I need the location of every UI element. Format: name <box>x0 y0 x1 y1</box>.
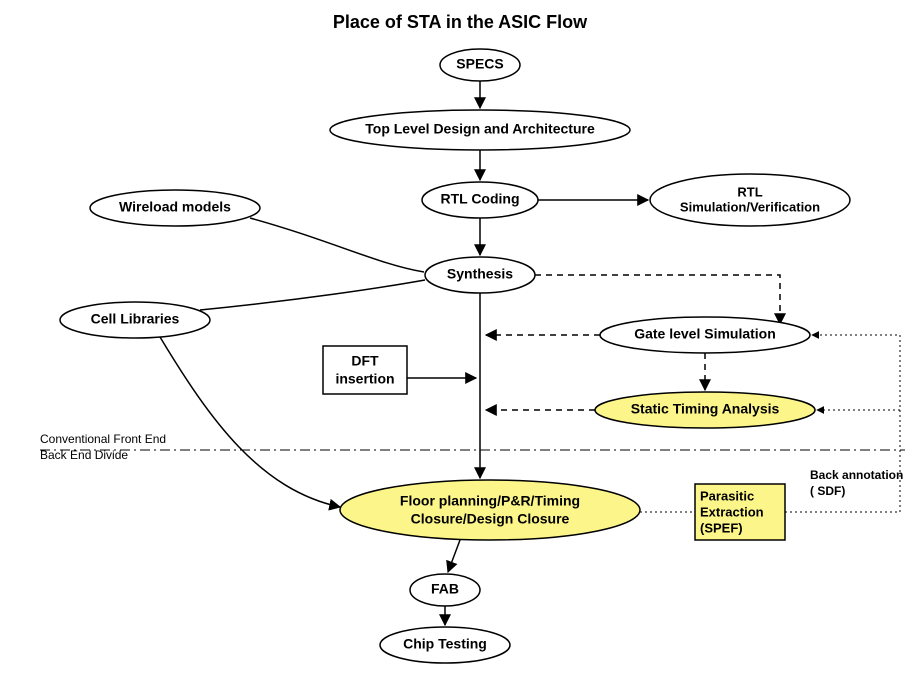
edge-floorplan-fab <box>448 540 460 572</box>
node-floorplan-label-2: Closure/Design Closure <box>411 511 570 527</box>
edge-celllib-synth <box>200 280 425 310</box>
node-parasitic-label-1: Parasitic <box>700 488 754 503</box>
node-floorplan-label-1: Floor planning/P&R/Timing <box>400 493 580 509</box>
node-rtl-label: RTL Coding <box>440 191 519 207</box>
back-annotation-label-2: ( SDF) <box>810 484 845 498</box>
node-dft-label-2: insertion <box>335 371 394 387</box>
node-sta-label: Static Timing Analysis <box>631 401 780 417</box>
node-parasitic-label-3: (SPEF) <box>700 520 743 535</box>
back-annotation-label-1: Back annotation <box>810 468 903 482</box>
divider-label-bottom: Back End Divide <box>40 448 128 462</box>
node-wireload-label: Wireload models <box>119 199 231 215</box>
node-toplevel-label: Top Level Design and Architecture <box>365 121 595 137</box>
node-specs-label: SPECS <box>456 56 503 72</box>
diagram-title: Place of STA in the ASIC Flow <box>333 12 588 32</box>
node-fab-label: FAB <box>431 581 459 597</box>
node-parasitic-label-2: Extraction <box>700 504 764 519</box>
node-rtlsim-label-1: RTL <box>737 184 762 199</box>
edge-celllib-floorplan <box>160 337 340 507</box>
node-gatesim-label: Gate level Simulation <box>634 326 776 342</box>
node-chiptest-label: Chip Testing <box>403 636 487 652</box>
node-dft-label-1: DFT <box>351 353 379 369</box>
flowchart-canvas: Place of STA in the ASIC Flow Convention… <box>0 0 920 690</box>
node-synth-label: Synthesis <box>447 266 513 282</box>
edge-wireload-synth <box>250 218 424 272</box>
node-celllib-label: Cell Libraries <box>91 311 180 327</box>
divider-label-top: Conventional Front End <box>40 432 166 446</box>
node-rtlsim-label-2: Simulation/Verification <box>680 199 820 214</box>
edge-synth-gatesim <box>535 275 780 324</box>
